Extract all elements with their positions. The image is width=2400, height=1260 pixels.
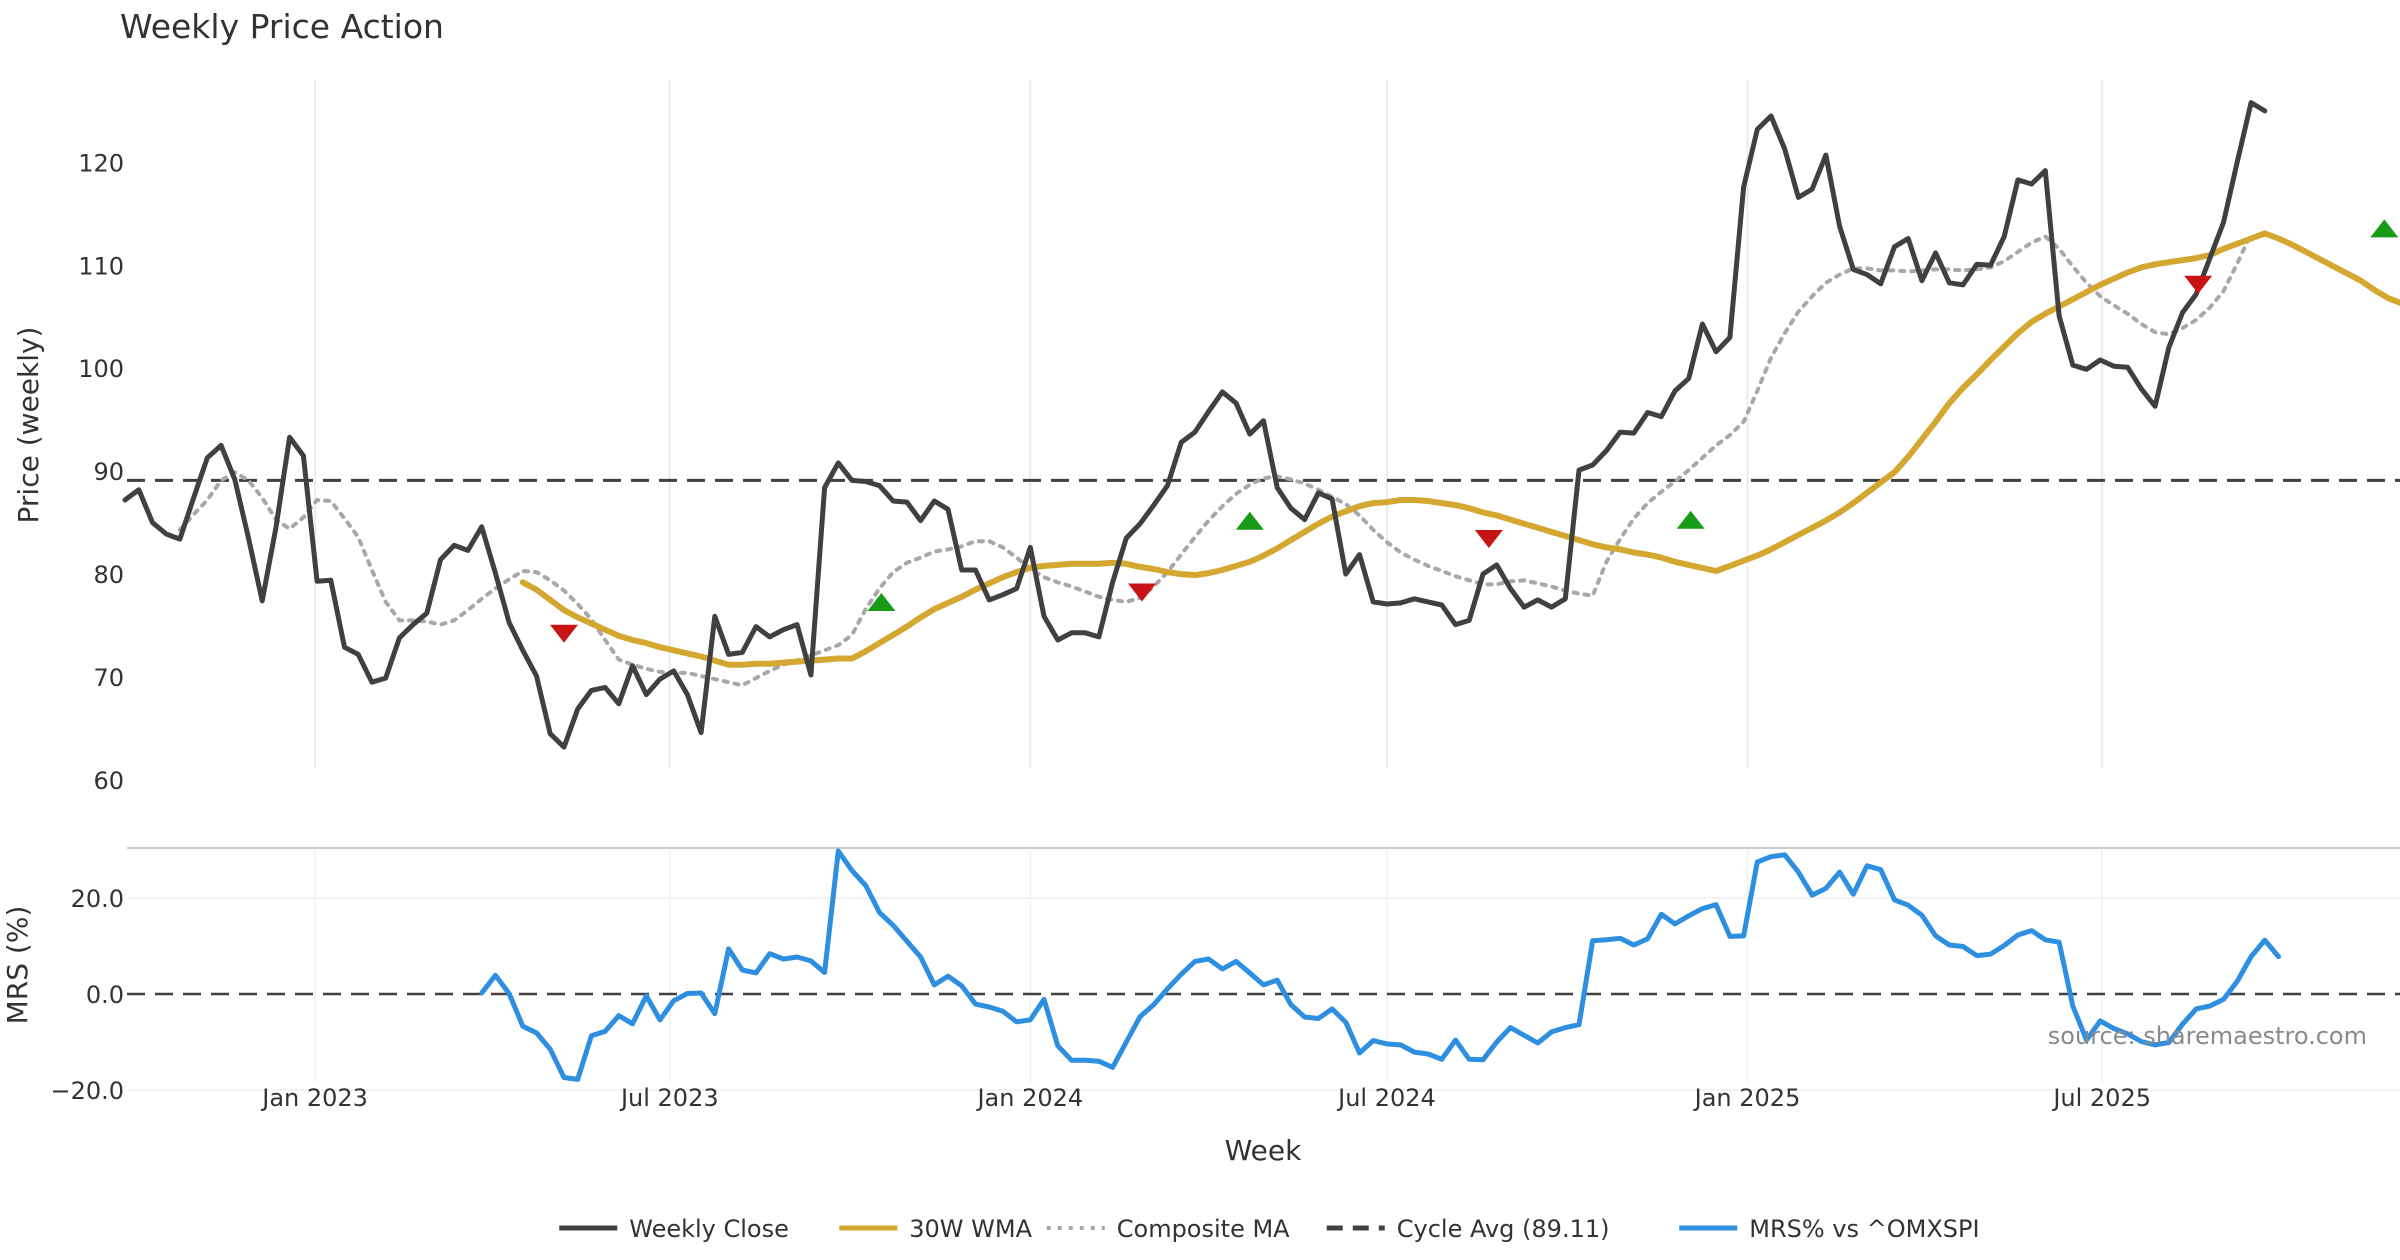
x-ticks: Jan 2023 Jul 2023 Jan 2024 Jul 2024 Jan 2025… <box>260 1084 2151 1112</box>
series-mrs <box>479 848 2281 1082</box>
signal-down-0 <box>549 624 578 643</box>
x-tick-3: Jul 2024 <box>1336 1084 1436 1112</box>
price-y-tick-4: 100 <box>78 355 124 383</box>
signal-down-6 <box>2184 275 2213 294</box>
series-weekly-close <box>122 100 2268 750</box>
price-y-tick-0: 60 <box>93 767 124 795</box>
x-axis-label: Week <box>1225 1134 1302 1167</box>
signal-down-2 <box>1128 583 1157 602</box>
price-grid <box>314 80 2104 768</box>
mrs-y-tick-1: 0.0 <box>86 981 124 1009</box>
legend-label-2: Composite MA <box>1117 1215 1290 1243</box>
x-tick-5: Jul 2025 <box>2051 1084 2151 1112</box>
series-composite-ma <box>177 231 2254 688</box>
signal-up-5 <box>1676 510 1705 529</box>
mrs-y-tick-0: −20.0 <box>50 1077 124 1105</box>
x-tick-1: Jul 2023 <box>619 1084 719 1112</box>
mrs-grid <box>127 850 2400 1091</box>
price-y-tick-2: 80 <box>93 561 124 589</box>
signal-up-7 <box>2370 219 2399 238</box>
price-y-axis-label: Price (weekly) <box>12 327 45 524</box>
price-y-tick-5: 110 <box>78 252 124 280</box>
mrs-plot <box>127 848 2400 1082</box>
x-tick-4: Jan 2025 <box>1693 1084 1801 1112</box>
legend-label-3: Cycle Avg (89.11) <box>1397 1215 1610 1243</box>
legend-label-1: 30W WMA <box>909 1215 1032 1243</box>
signal-up-1 <box>867 593 896 612</box>
legend-label-0: Weekly Close <box>629 1215 789 1243</box>
legend: Weekly Close 30W WMA Composite MA Cycle Avg… <box>559 1215 1980 1243</box>
mrs-y-ticks: −20.0 0.0 20.0 <box>50 885 124 1105</box>
price-y-tick-3: 90 <box>93 458 124 486</box>
price-y-tick-1: 70 <box>93 664 124 692</box>
source-note: source: sharemaestro.com <box>2048 1022 2367 1050</box>
series-30w-wma <box>519 230 2400 668</box>
mrs-y-tick-2: 20.0 <box>71 885 124 913</box>
chart-title: Weekly Price Action <box>120 7 444 46</box>
mrs-y-axis-label: MRS (%) <box>1 906 34 1025</box>
x-tick-0: Jan 2023 <box>260 1084 368 1112</box>
legend-label-4: MRS% vs ^OMXSPI <box>1749 1215 1979 1243</box>
x-tick-2: Jan 2024 <box>975 1084 1083 1112</box>
signal-down-4 <box>1474 529 1503 548</box>
price-y-tick-6: 120 <box>78 149 124 177</box>
price-y-ticks: 60 70 80 90 100 110 120 <box>78 149 124 795</box>
price-plot <box>122 100 2400 750</box>
signal-up-3 <box>1235 511 1264 530</box>
